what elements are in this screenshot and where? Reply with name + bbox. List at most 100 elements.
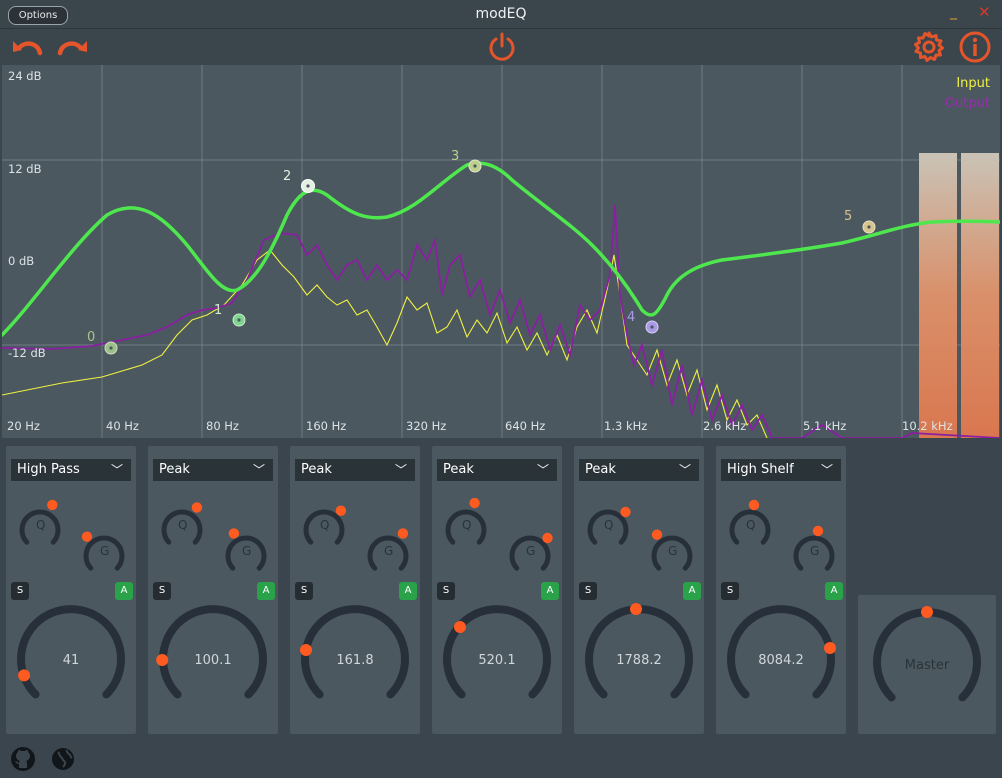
- band-handle-1: [232, 313, 246, 327]
- undo-icon[interactable]: [10, 35, 46, 59]
- active-button[interactable]: A: [683, 582, 701, 600]
- gain-knob[interactable]: [504, 524, 556, 576]
- freq-label-160hz: 160 Hz: [306, 419, 347, 433]
- legend-output: Output: [944, 96, 990, 111]
- gain-knob-label: G: [526, 544, 536, 558]
- band-handle-3: [468, 159, 482, 173]
- output-spectrum: [2, 204, 1000, 438]
- globe-icon[interactable]: [50, 746, 76, 772]
- github-icon[interactable]: [10, 746, 36, 772]
- active-button[interactable]: A: [257, 582, 275, 600]
- band-panel-1: Peak ﹀ Q G S A 100.1: [148, 446, 278, 734]
- filter-type-select[interactable]: High Pass ﹀: [11, 459, 131, 481]
- active-button[interactable]: A: [825, 582, 843, 600]
- solo-button[interactable]: S: [579, 582, 597, 600]
- frequency-value: 100.1: [194, 653, 232, 668]
- filter-type-select[interactable]: Peak ﹀: [579, 459, 699, 481]
- q-knob-label: Q: [746, 518, 756, 532]
- frequency-knob[interactable]: [150, 596, 276, 722]
- q-knob[interactable]: [14, 498, 66, 550]
- power-icon[interactable]: [486, 31, 518, 63]
- info-icon[interactable]: [958, 30, 992, 64]
- filter-type-value: Peak: [585, 462, 616, 477]
- band-panel-3: Peak ﹀ Q G S A 520.1: [432, 446, 562, 734]
- frequency-value: 161.8: [336, 653, 374, 668]
- q-knob[interactable]: [440, 498, 492, 550]
- eq-graph[interactable]: 24 dB 12 dB 0 dB -12 dB 20 Hz 40 Hz 80 H…: [2, 65, 1000, 438]
- gear-icon[interactable]: [912, 30, 946, 64]
- band-handle-4: [645, 320, 659, 334]
- active-button[interactable]: A: [115, 582, 133, 600]
- band-handle-2: [301, 179, 315, 193]
- solo-button[interactable]: S: [437, 582, 455, 600]
- freq-label-640hz: 640 Hz: [505, 419, 546, 433]
- filter-type-value: High Pass: [17, 462, 80, 477]
- q-knob[interactable]: [156, 498, 208, 550]
- gain-knob-label: G: [242, 544, 252, 558]
- chevron-down-icon: ﹀: [394, 463, 407, 477]
- band-handle-5: [862, 220, 876, 234]
- gain-knob[interactable]: [646, 524, 698, 576]
- band-handle-0: [104, 341, 118, 355]
- frequency-value: 1788.2: [616, 653, 662, 668]
- output-meter: [961, 153, 999, 438]
- frequency-knob[interactable]: [434, 596, 560, 722]
- band-number-4: 4: [627, 310, 636, 325]
- freq-label-1-3khz: 1.3 kHz: [604, 419, 648, 433]
- filter-type-select[interactable]: Peak ﹀: [295, 459, 415, 481]
- chevron-down-icon: ﹀: [110, 463, 123, 477]
- chevron-down-icon: ﹀: [536, 463, 549, 477]
- eq-response-curve: [2, 161, 1000, 337]
- filter-type-select[interactable]: High Shelf ﹀: [721, 459, 841, 481]
- minimize-button[interactable]: _: [950, 4, 957, 20]
- active-button[interactable]: A: [541, 582, 559, 600]
- redo-icon[interactable]: [54, 35, 90, 59]
- active-button[interactable]: A: [399, 582, 417, 600]
- db-label-0: 0 dB: [8, 254, 35, 268]
- filter-type-select[interactable]: Peak ﹀: [437, 459, 557, 481]
- gain-knob[interactable]: [220, 524, 272, 576]
- window-title: modEQ: [475, 6, 527, 22]
- gain-knob-label: G: [810, 544, 820, 558]
- frequency-knob[interactable]: [292, 596, 418, 722]
- frequency-knob[interactable]: [576, 596, 702, 722]
- solo-button[interactable]: S: [153, 582, 171, 600]
- band-number-5: 5: [844, 209, 853, 224]
- legend-input: Input: [956, 76, 990, 91]
- q-knob[interactable]: [724, 498, 776, 550]
- freq-label-5-1khz: 5.1 kHz: [803, 419, 847, 433]
- db-label-24: 24 dB: [8, 69, 42, 83]
- freq-label-20hz: 20 Hz: [7, 419, 40, 433]
- q-knob-label: Q: [320, 518, 330, 532]
- close-button[interactable]: ✕: [978, 3, 991, 21]
- solo-button[interactable]: S: [295, 582, 313, 600]
- q-knob[interactable]: [582, 498, 634, 550]
- band-panel-5: High Shelf ﹀ Q G S A 8084.2: [716, 446, 846, 734]
- band-number-1: 1: [214, 303, 223, 318]
- freq-label-320hz: 320 Hz: [406, 419, 447, 433]
- frequency-knob[interactable]: [8, 596, 134, 722]
- freq-label-10-2khz: 10.2 kHz: [902, 419, 953, 433]
- solo-button[interactable]: S: [11, 582, 29, 600]
- band-panel-2: Peak ﹀ Q G S A 161.8: [290, 446, 420, 734]
- frequency-value: 41: [62, 653, 80, 668]
- frequency-knob[interactable]: [718, 596, 844, 722]
- gain-knob[interactable]: [362, 524, 414, 576]
- band-number-3: 3: [451, 149, 460, 164]
- band-panel-0: High Pass ﹀ Q G S A 41: [6, 446, 136, 734]
- chevron-down-icon: ﹀: [252, 463, 265, 477]
- solo-button[interactable]: S: [721, 582, 739, 600]
- gain-knob[interactable]: [78, 524, 130, 576]
- filter-type-select[interactable]: Peak ﹀: [153, 459, 273, 481]
- master-knob[interactable]: [864, 599, 990, 725]
- chevron-down-icon: ﹀: [678, 463, 691, 477]
- freq-label-2-6khz: 2.6 kHz: [703, 419, 747, 433]
- filter-type-value: Peak: [301, 462, 332, 477]
- q-knob[interactable]: [298, 498, 350, 550]
- options-button[interactable]: Options: [8, 6, 68, 25]
- gain-knob[interactable]: [788, 524, 840, 576]
- input-meter: [919, 153, 957, 438]
- title-bar: Options modEQ _ ✕: [0, 0, 1002, 29]
- q-knob-label: Q: [604, 518, 614, 532]
- q-knob-label: Q: [36, 518, 46, 532]
